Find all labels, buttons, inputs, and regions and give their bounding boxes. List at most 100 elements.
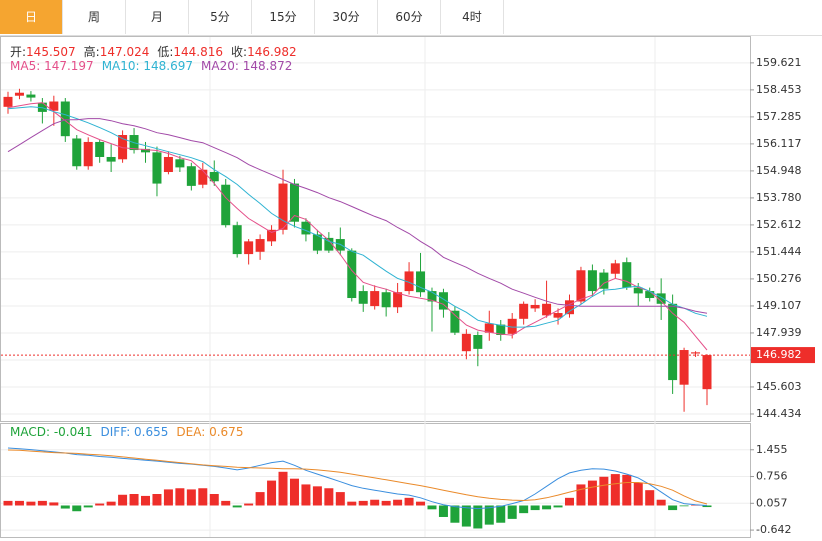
macd-bar [289,478,299,506]
macd-bar [255,492,265,506]
macd-bar [633,482,643,506]
candle-body [72,138,82,167]
candle-body [404,271,414,292]
macd-bar [14,500,24,506]
macd-bar [221,500,231,506]
macd-bar [60,505,70,509]
ohlc-label: 高: [83,45,100,59]
legend-value: 147.197 [44,59,94,73]
macd-bar [3,500,13,506]
macd-bar [244,503,254,506]
ma-line [7,118,708,314]
candle-body [553,313,563,318]
candle-body [679,350,689,385]
macd-legend: MACD: -0.041 DIFF: 0.655 DEA: 0.675 [10,425,251,439]
candle-body [60,101,70,137]
ohlc-header: 开:145.507 高:147.024 低:144.816 收:146.982 [10,43,305,60]
macd-bar [542,505,552,510]
candle-body [370,291,380,307]
period-tab[interactable]: 月 [126,0,189,34]
candle-body [221,184,231,226]
macd-bar [484,505,494,525]
period-tab[interactable]: 周 [63,0,126,34]
macd-bar [152,494,162,506]
macd-bar [83,505,93,508]
ohlc-label: 收: [231,45,248,59]
candle-body [312,234,322,251]
macd-bar [267,480,277,506]
macd-bar [576,484,586,506]
candle-body [255,239,265,252]
candle-body [106,156,116,162]
candle-body [450,310,460,333]
macd-bar [72,505,82,512]
candle-body [26,94,36,98]
ma-line [7,106,708,328]
period-tab[interactable]: 15分 [252,0,315,34]
period-tab[interactable]: 4时 [441,0,504,34]
candle-body [381,292,391,308]
y-tick-label: 144.434 [756,407,802,420]
y-tick-label: 156.117 [756,137,802,150]
macd-bar [668,505,678,511]
price-frame [0,36,751,422]
period-tab[interactable]: 60分 [378,0,441,34]
candle-body [232,225,242,255]
candle-body [118,135,128,160]
legend-colon: : [234,59,243,73]
legend-colon: : [36,59,45,73]
legend-name: MA10 [101,59,136,73]
macd-bar [209,494,219,506]
candle-body [152,152,162,184]
macd-bar [278,471,288,506]
period-tab[interactable]: 日 [0,0,63,34]
candle-body [289,183,299,222]
candle-body [633,287,643,294]
candle-body [576,270,586,302]
macd-bar [450,505,460,523]
macd-bar [198,488,208,506]
ohlc-value: 147.024 [99,45,150,59]
candle-body [163,156,173,173]
ma-legend: MA5: 147.197 MA10: 148.697 MA20: 148.872 [10,59,300,73]
macd-line [7,447,708,510]
ohlc-value: 145.507 [26,45,76,59]
macd-bar [49,502,59,506]
candle-body [645,291,655,299]
macd-bar [622,474,632,506]
period-tab[interactable]: 5分 [189,0,252,34]
period-tab[interactable]: 30分 [315,0,378,34]
macd-bar [438,505,448,517]
macd-bar [26,501,36,506]
y-tick-label: 153.780 [756,191,802,204]
legend-value: 0.675 [209,425,244,439]
macd-frame [0,423,751,538]
y-tick-label: 157.285 [756,110,802,123]
macd-bar [393,499,403,506]
candle-body [209,172,219,182]
macd-bar [610,474,620,506]
legend-value: -0.041 [53,425,93,439]
legend-value: 148.697 [143,59,194,73]
y-tick-label: 0.057 [756,496,788,509]
candle-body [656,293,666,304]
candle-body [175,159,185,168]
candle-body [668,303,678,381]
candle-body [301,221,311,235]
macd-bar [702,505,712,508]
macd-bar [370,499,380,506]
legend-name: MA5 [10,59,37,73]
y-tick-label: 0.756 [756,470,788,483]
macd-bar [427,505,437,510]
y-tick-label: 149.107 [756,299,802,312]
macd-bar [95,503,105,506]
y-tick-label: -0.642 [756,523,791,536]
candle-body [702,355,712,390]
candle-body [610,263,620,274]
candle-body [244,241,254,255]
legend-colon: : [201,425,210,439]
macd-bar [416,501,426,506]
macd-bar [175,488,185,506]
y-tick-label: 151.444 [756,245,802,258]
